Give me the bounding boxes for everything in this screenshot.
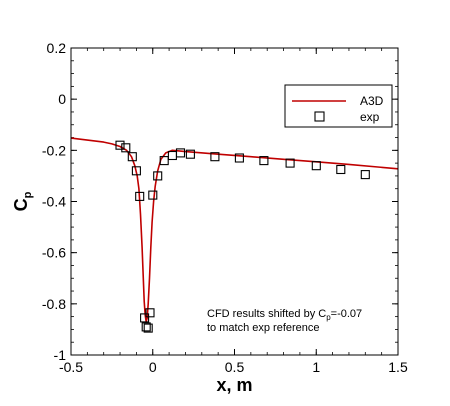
y-tick-label: -1 — [54, 347, 67, 363]
exp-data-point — [159, 156, 169, 166]
exp-data-point — [121, 143, 131, 153]
exp-data-point — [143, 323, 153, 333]
exp-data-point — [140, 313, 150, 323]
legend: A3D exp — [284, 84, 393, 128]
y-axis-title-subscript: p — [22, 191, 34, 198]
x-axis-title: x, m — [216, 375, 252, 395]
annotation-note: CFD results shifted by Cp=-0.07 to match… — [207, 308, 362, 334]
x-tick-label: 1.5 — [388, 359, 408, 375]
exp-data-point — [131, 166, 141, 176]
y-tick-label: -0.2 — [42, 142, 66, 158]
exp-data-point — [127, 152, 137, 162]
exp-data-point — [148, 190, 158, 200]
exp-data-point — [175, 148, 186, 158]
series-line-a3d — [70, 137, 399, 323]
legend-label-a3d: A3D — [360, 94, 384, 108]
annotation-part-1: CFD results shifted by C — [207, 308, 326, 320]
y-tick-label: -0.4 — [42, 194, 66, 210]
x-tick-label: 1 — [312, 359, 320, 375]
annotation-line-1: CFD results shifted by Cp=-0.07 — [207, 308, 362, 322]
plot-frame — [70, 47, 399, 356]
annotation-line-2: to match exp reference — [207, 322, 320, 334]
exp-data-point — [210, 152, 220, 162]
x-tick-label: 0 — [149, 359, 157, 375]
exp-data-point — [135, 191, 145, 201]
exp-data-point — [115, 140, 125, 150]
exp-data-point — [259, 156, 269, 166]
x-tick-label: -0.5 — [59, 359, 83, 375]
y-tick-label: 0.2 — [47, 40, 67, 56]
plot-layer — [70, 137, 399, 333]
legend-label-exp: exp — [360, 110, 380, 124]
annotation-part-2: =-0.07 — [331, 308, 363, 320]
exp-data-point — [153, 171, 163, 181]
legend-box — [284, 84, 393, 128]
legend-square-marker — [314, 111, 325, 122]
exp-data-point — [141, 322, 151, 332]
exp-data-point — [185, 149, 195, 159]
y-tick-label: -0.8 — [42, 296, 66, 312]
y-axis-title: Cp — [11, 191, 34, 211]
exp-data-point — [234, 153, 244, 163]
exp-data-point — [360, 170, 370, 180]
exp-data-point — [145, 308, 155, 318]
annotation-subscript: p — [326, 313, 331, 322]
y-tick-label: -0.6 — [42, 245, 66, 261]
x-tick-label: 0.5 — [225, 359, 245, 375]
y-tick-label: 0 — [58, 91, 66, 107]
exp-data-point — [336, 164, 346, 175]
y-axis-title-main: C — [11, 198, 31, 211]
exp-data-point — [311, 161, 321, 171]
exp-data-point — [285, 158, 295, 168]
